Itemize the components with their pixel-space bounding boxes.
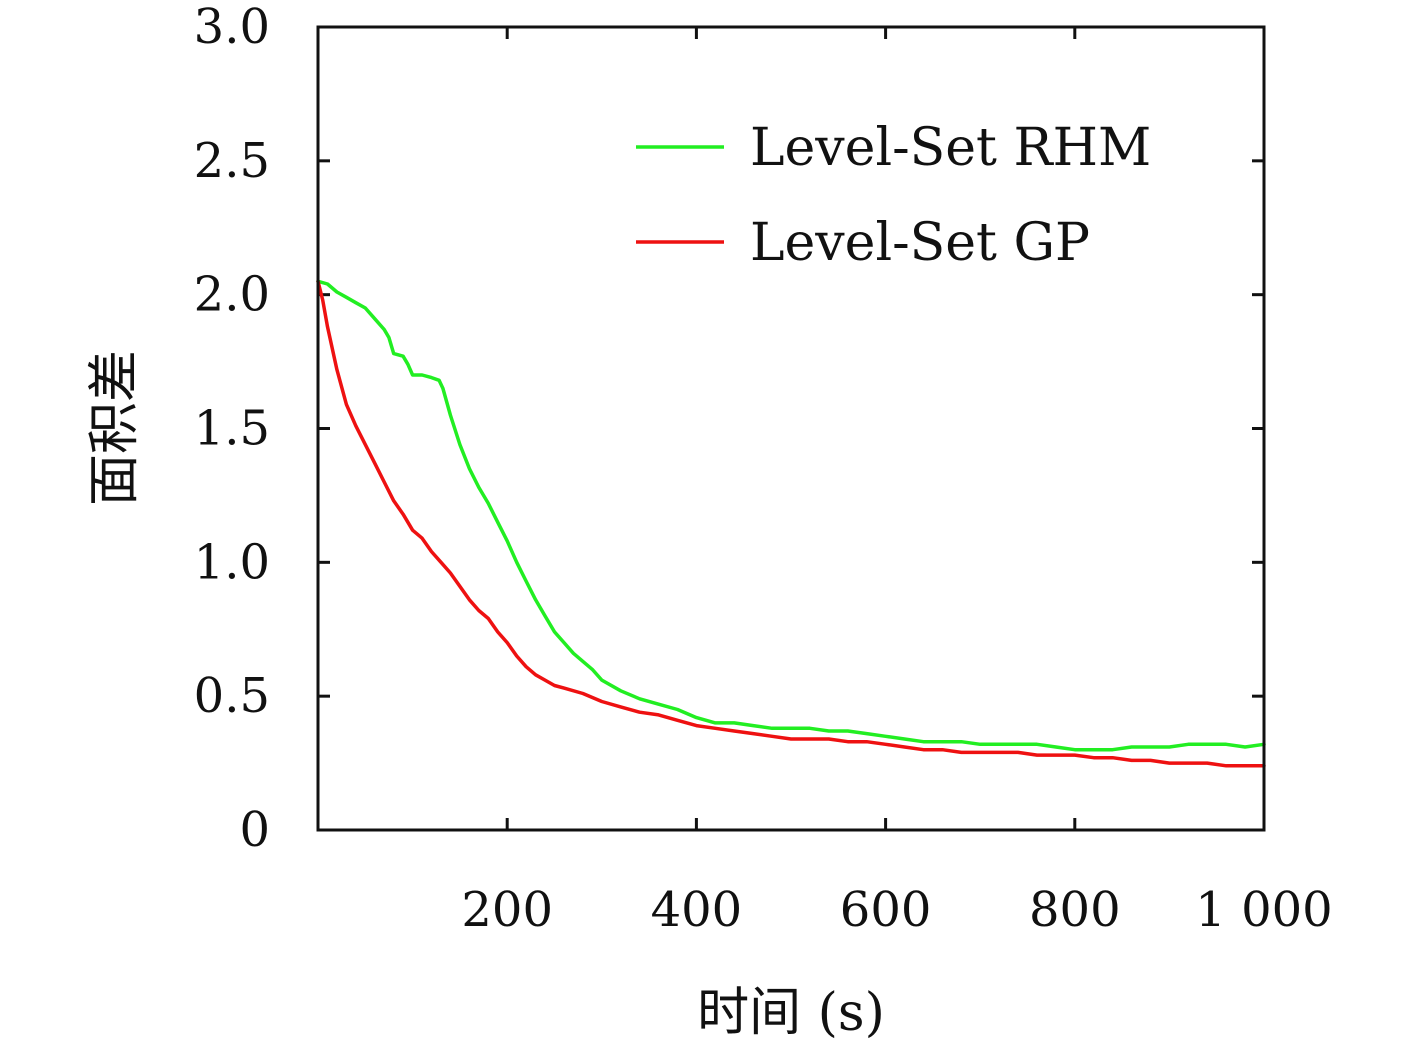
y-tick-label: 2.5: [194, 133, 270, 189]
y-tick-label: 0: [239, 802, 270, 858]
x-tick-label: 1 000: [1195, 882, 1332, 938]
x-tick-label: 600: [840, 882, 932, 938]
x-axis-label: 时间 (s): [697, 983, 885, 1043]
y-tick-label: 3.0: [194, 0, 270, 55]
y-tick-label: 1.5: [194, 401, 270, 457]
x-tick-label: 400: [651, 882, 743, 938]
tick-labels: 0 0.5 1.0 1.5 2.0 2.5 3.0 200 400 600 800 1 000: [194, 0, 1333, 938]
legend: Level-Set RHM Level-Set GP: [636, 118, 1151, 273]
y-tick-label: 1.0: [194, 534, 270, 590]
x-tick-label: 200: [461, 882, 553, 938]
y-axis-label: 面积差: [85, 350, 145, 506]
series-layer: [316, 279, 1266, 768]
legend-label-1: Level-Set GP: [750, 213, 1090, 273]
y-tick-label: 2.0: [194, 267, 270, 323]
series-line-0: [316, 279, 1266, 752]
series-line-1: [316, 279, 1266, 768]
y-tick-label: 0.5: [194, 668, 270, 724]
plot-frame: [316, 25, 1266, 832]
x-tick-label: 800: [1029, 882, 1121, 938]
legend-label-0: Level-Set RHM: [750, 118, 1151, 178]
